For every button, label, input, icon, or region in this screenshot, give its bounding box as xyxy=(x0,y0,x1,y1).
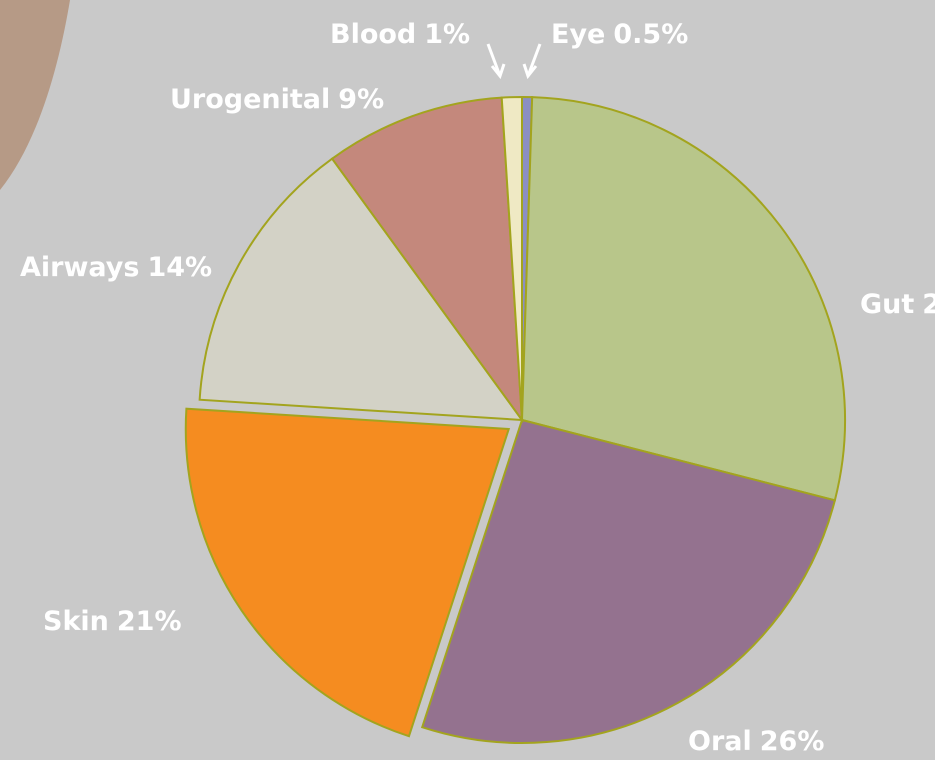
value-label: 21% xyxy=(117,606,182,637)
category-name: Urogenital xyxy=(170,84,330,115)
value-label: 0.5% xyxy=(613,19,688,50)
slice-label: Gut 28.5% xyxy=(860,289,935,320)
category-name: Airways xyxy=(20,252,139,283)
category-name: Oral xyxy=(688,726,752,757)
pointer-arrows xyxy=(488,44,540,76)
slice-label: Blood 1% xyxy=(330,19,470,50)
category-name: Eye xyxy=(551,19,605,50)
slice-label: Eye 0.5% xyxy=(551,19,688,50)
slice-label: Urogenital 9% xyxy=(170,84,384,115)
value-label: 28.5% xyxy=(922,289,935,320)
arrow xyxy=(524,44,540,76)
value-label: 9% xyxy=(338,84,384,115)
category-name: Gut xyxy=(860,289,914,320)
slice-label: Oral 26% xyxy=(688,726,824,757)
value-label: 14% xyxy=(147,252,212,283)
chart: Eye 0.5% Gut 28.5% Oral 26% Skin 21% Airways 14% U… xyxy=(0,0,935,760)
category-name: Blood xyxy=(330,19,416,50)
arrow xyxy=(488,44,504,76)
background-figure xyxy=(0,0,70,190)
page: Eye 0.5% Gut 28.5% Oral 26% Skin 21% Airways 14% U… xyxy=(0,0,935,760)
value-label: 26% xyxy=(760,726,825,757)
category-name: Skin xyxy=(43,606,109,637)
value-label: 1% xyxy=(424,19,470,50)
slice-label: Airways 14% xyxy=(20,252,212,283)
slice-label: Skin 21% xyxy=(43,606,182,637)
